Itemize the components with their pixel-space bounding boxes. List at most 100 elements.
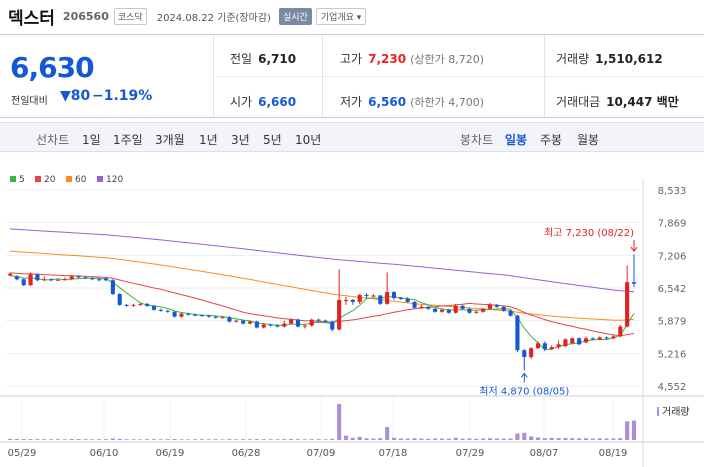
candle-body bbox=[494, 304, 499, 307]
volume-bar bbox=[76, 439, 81, 440]
candle-body bbox=[213, 316, 218, 318]
legend-swatch bbox=[66, 176, 72, 182]
candle-body bbox=[316, 319, 321, 321]
volume: 거래량 1,510,612 bbox=[556, 52, 663, 66]
candle-body bbox=[542, 343, 547, 350]
candle-body bbox=[378, 295, 383, 304]
volume-bar bbox=[268, 439, 273, 440]
candle-body bbox=[357, 295, 362, 302]
candle-body bbox=[385, 292, 390, 304]
candle-body bbox=[337, 299, 342, 330]
trade-amount: 거래대금 10,447 백만 bbox=[556, 95, 679, 109]
candle-body bbox=[433, 308, 438, 312]
volume-bar bbox=[83, 439, 88, 440]
ma20-line bbox=[9, 272, 635, 337]
y-tick-label: 4,552 bbox=[658, 382, 687, 393]
volume-bar bbox=[515, 433, 520, 440]
volume-bar bbox=[501, 438, 506, 440]
volume-bar bbox=[487, 438, 493, 440]
volume-bar bbox=[405, 438, 410, 440]
volume-bar bbox=[289, 439, 294, 440]
candle-body bbox=[124, 304, 129, 306]
candle-body bbox=[364, 295, 369, 297]
candle-body bbox=[55, 279, 61, 281]
y-tick-label: 8,533 bbox=[658, 186, 687, 197]
volume-bar bbox=[577, 438, 582, 440]
price-chart: 5 20 60 120 거래량 8,533 7,869 7,206 6,542 5,879 5,… bbox=[0, 175, 704, 467]
volume-bar bbox=[55, 439, 61, 440]
tab-1y[interactable]: 1년 bbox=[199, 133, 218, 147]
candle-body bbox=[7, 273, 13, 276]
candle-body bbox=[535, 343, 541, 349]
volume-bar bbox=[460, 438, 465, 440]
candle-body bbox=[330, 321, 335, 330]
candle-chart-label: 봉차트 bbox=[460, 133, 494, 147]
x-tick-label: 06/19 bbox=[156, 448, 185, 459]
volume-bar bbox=[433, 438, 438, 440]
quote-date: 2024.08.22 기준(장마감) bbox=[156, 12, 271, 24]
volume-bar bbox=[254, 439, 259, 440]
x-tick-label: 05/29 bbox=[8, 448, 37, 459]
tab-weekly[interactable]: 주봉 bbox=[540, 133, 563, 147]
candle-body bbox=[186, 313, 191, 315]
candle-body bbox=[508, 310, 513, 316]
x-tick-label: 07/29 bbox=[456, 448, 485, 459]
volume-bar bbox=[625, 421, 630, 440]
candle-body bbox=[487, 304, 493, 309]
y-tick-label: 6,542 bbox=[658, 284, 687, 295]
stock-name: 덱스터 bbox=[8, 8, 55, 29]
candle-body bbox=[529, 348, 534, 358]
volume-bar bbox=[7, 438, 13, 440]
volume-bar bbox=[529, 436, 534, 440]
divider bbox=[214, 76, 704, 77]
chart-tabs: 선차트 1일 1주일 3개월 1년 3년 5년 10년 봉차트 일봉 주봉 월봉 bbox=[0, 122, 704, 152]
volume-bar bbox=[165, 439, 170, 440]
tab-10y[interactable]: 10년 bbox=[295, 133, 322, 147]
tab-1w[interactable]: 1주일 bbox=[113, 133, 143, 147]
volume-bar bbox=[453, 437, 458, 440]
tab-daily[interactable]: 일봉 bbox=[505, 133, 528, 147]
legend-swatch bbox=[10, 176, 16, 182]
candle-body bbox=[103, 278, 109, 281]
realtime-button[interactable]: 실시간 bbox=[278, 7, 312, 25]
candle-body bbox=[282, 323, 287, 327]
volume-bar bbox=[103, 439, 109, 440]
tab-3y[interactable]: 3년 bbox=[231, 133, 250, 147]
candle-body bbox=[275, 325, 280, 327]
x-tick-label: 06/28 bbox=[232, 448, 261, 459]
tab-3m[interactable]: 3개월 bbox=[155, 133, 185, 147]
candle-body bbox=[549, 347, 554, 350]
volume-bar bbox=[343, 435, 349, 440]
candle-body bbox=[165, 310, 170, 312]
volume-bar bbox=[481, 438, 486, 440]
candle-body bbox=[234, 320, 239, 322]
volume-bar bbox=[330, 438, 335, 440]
legend-label: 60 bbox=[75, 175, 87, 185]
low-arrow bbox=[520, 372, 528, 383]
candle-body bbox=[343, 299, 349, 301]
candle-body bbox=[590, 338, 595, 340]
tab-1d[interactable]: 1일 bbox=[82, 133, 101, 147]
price-box: 6,630 전일대비 ▼80 −1.19% bbox=[0, 35, 214, 117]
candle-body bbox=[501, 306, 506, 311]
company-info-button[interactable]: 기업개요 ▾ bbox=[315, 7, 367, 25]
candle-body bbox=[302, 325, 307, 327]
volume-bar bbox=[419, 438, 424, 440]
line-chart-label: 선차트 bbox=[36, 133, 70, 147]
candle-body bbox=[467, 308, 472, 313]
volume-bar bbox=[364, 438, 369, 440]
low-annotation: 최저 4,870 (08/05) bbox=[479, 385, 569, 397]
stock-header: 덱스터 206560 코스닥 2024.08.22 기준(장마감) 실시간 기업… bbox=[0, 0, 704, 32]
volume-bar bbox=[316, 439, 321, 440]
tab-monthly[interactable]: 월봉 bbox=[577, 133, 600, 147]
change-percent: −1.19% bbox=[92, 88, 153, 104]
candle-body bbox=[28, 274, 33, 286]
volume-bar bbox=[295, 439, 301, 440]
volume-bar bbox=[611, 438, 616, 440]
candle-body bbox=[117, 294, 122, 305]
candle-body bbox=[21, 279, 26, 286]
legend-swatch bbox=[35, 176, 41, 182]
ma120-line bbox=[9, 228, 635, 293]
candle-body bbox=[597, 337, 602, 340]
tab-5y[interactable]: 5년 bbox=[263, 133, 282, 147]
